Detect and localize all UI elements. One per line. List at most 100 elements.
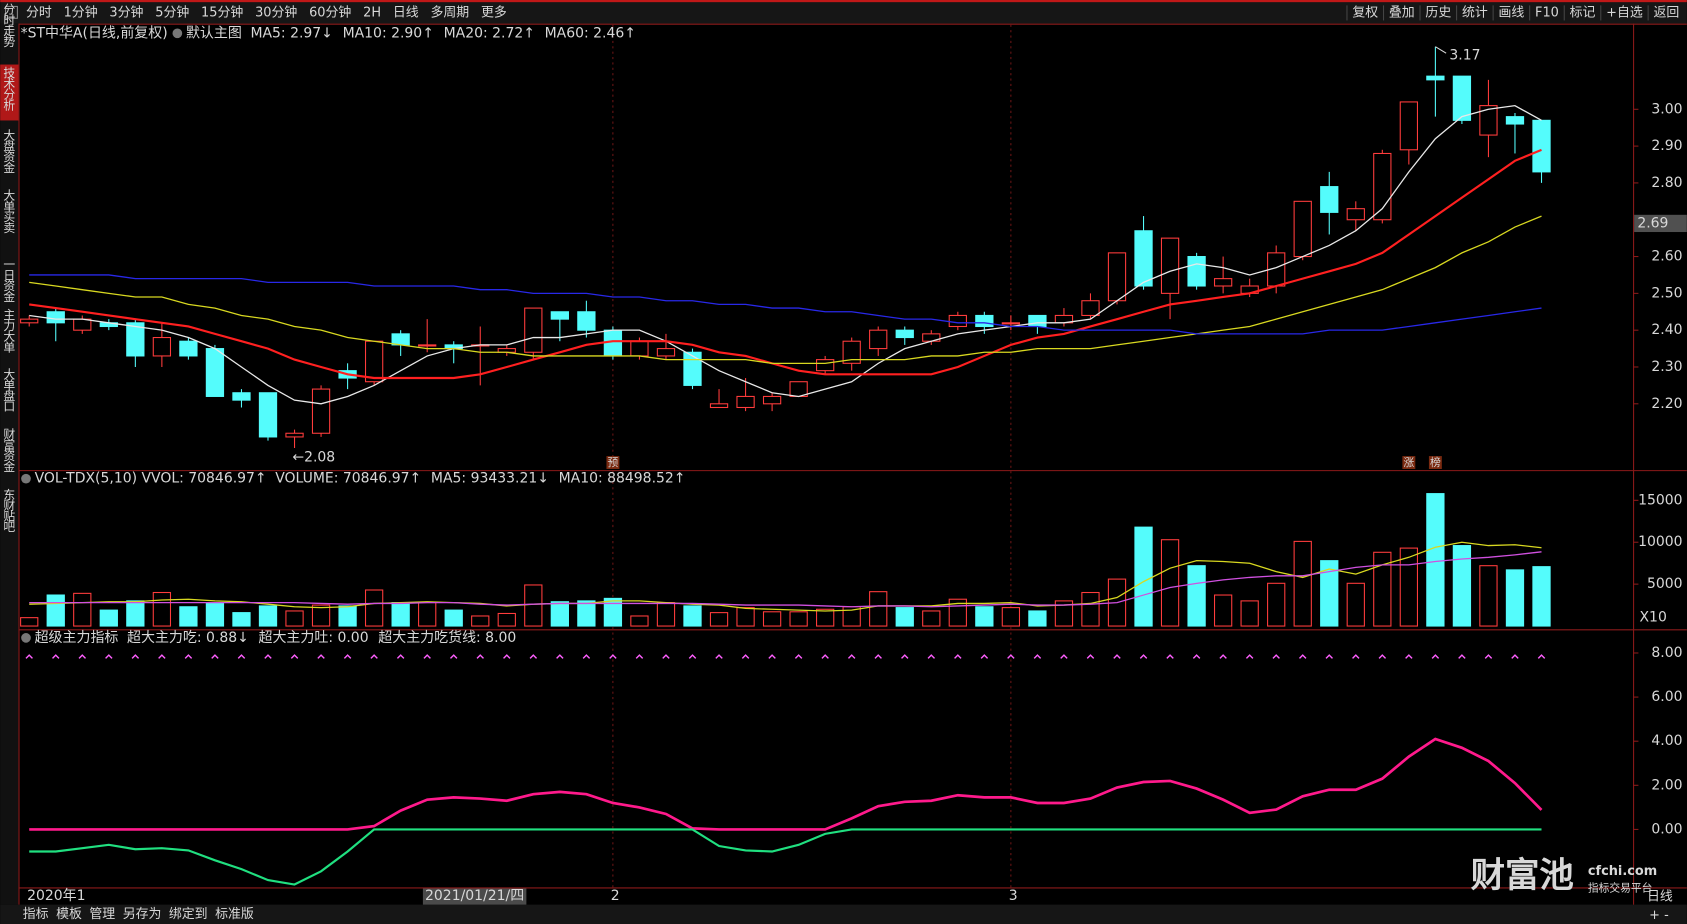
level-marker xyxy=(370,654,378,659)
side-tab[interactable]: 一日资金 xyxy=(2,258,16,302)
period-label: 日线 xyxy=(1647,890,1673,905)
bottom-toolbar-item[interactable]: 绑定到 xyxy=(169,907,208,922)
side-tab[interactable]: 分时走势 xyxy=(2,3,16,47)
tag: 预 xyxy=(608,456,619,469)
series-line xyxy=(29,215,1542,365)
toggle-icon[interactable] xyxy=(21,473,31,484)
side-tab[interactable]: 大单盘口 xyxy=(2,367,16,411)
last-price-label: 2.69 xyxy=(1637,215,1668,231)
toolbar-item[interactable]: 历史 xyxy=(1425,5,1451,20)
candle-body xyxy=(816,359,835,372)
candle-body xyxy=(656,348,676,357)
level-marker xyxy=(768,654,776,659)
candle-body xyxy=(418,344,437,347)
candle-body xyxy=(1373,152,1392,221)
toolbar-item[interactable]: 更多 xyxy=(481,5,507,20)
volume-bar xyxy=(1479,565,1498,627)
toolbar-item[interactable]: 标记 xyxy=(1570,5,1596,20)
bottom-toolbar xyxy=(0,904,1687,924)
volume-bar xyxy=(1320,560,1339,627)
y-tick-label: 2.90 xyxy=(1651,138,1682,154)
volume-bar xyxy=(391,602,410,627)
candle-body xyxy=(709,403,729,409)
candle-body xyxy=(1426,75,1445,81)
bottom-toolbar-item[interactable]: 管理 xyxy=(89,907,115,922)
candle-body xyxy=(285,432,304,438)
toolbar-item[interactable]: 30分钟 xyxy=(255,4,297,20)
volume-bar xyxy=(922,610,941,627)
candle-body xyxy=(20,318,39,324)
toolbar-item[interactable]: 15分钟 xyxy=(201,4,243,20)
side-tab[interactable]: 财富资金 xyxy=(2,428,16,472)
toolbar-item[interactable]: 叠加 xyxy=(1389,5,1415,20)
toolbar-item[interactable]: 3分钟 xyxy=(109,4,143,20)
x-tick-label: 3 xyxy=(1009,888,1018,904)
volume-bar xyxy=(1081,591,1100,627)
candle-body xyxy=(46,311,65,324)
legend-entry: 超大主力吃货线: 8.00 xyxy=(378,629,516,646)
toolbar-item[interactable]: 分时 xyxy=(26,5,52,20)
toolbar-item[interactable]: 多周期 xyxy=(430,5,469,20)
level-marker xyxy=(954,654,962,659)
toolbar-item[interactable]: 画线 xyxy=(1499,5,1525,20)
zoom-control[interactable]: + - xyxy=(1649,908,1669,923)
candle-body xyxy=(1320,186,1339,213)
side-tab[interactable]: 大盘资金 xyxy=(2,128,16,172)
side-tab[interactable]: 主力大单 xyxy=(2,308,16,353)
volume-bar xyxy=(524,584,543,627)
level-marker xyxy=(1192,654,1201,659)
x-tick-label: 2020年1 xyxy=(27,888,85,904)
candle-body xyxy=(152,336,172,357)
high-pointer xyxy=(1435,46,1447,54)
series-line xyxy=(29,828,1542,886)
side-tab[interactable]: 技术分析 xyxy=(2,67,16,112)
legend-entry: MA5: 93433.21↓ xyxy=(431,471,549,487)
toolbar-item[interactable]: 日线 xyxy=(393,5,419,20)
side-tab[interactable]: 东财贴吧 xyxy=(2,488,16,532)
level-marker xyxy=(1033,654,1042,659)
bottom-toolbar-item[interactable]: 指标 xyxy=(23,907,49,922)
watermark-slogan: 指标交易平台 xyxy=(1588,882,1653,895)
volume-bar xyxy=(20,617,39,627)
volume-bar xyxy=(736,607,755,627)
level-marker xyxy=(396,654,405,659)
level-marker xyxy=(1113,654,1121,659)
level-marker xyxy=(556,654,564,659)
level-marker xyxy=(609,654,617,659)
candle-body xyxy=(1213,278,1233,287)
level-marker xyxy=(741,654,750,659)
toggle-icon[interactable] xyxy=(21,633,31,643)
layer xyxy=(20,46,1551,448)
watermark-site: cfchi.com xyxy=(1588,864,1657,879)
toolbar-item[interactable]: 1分钟 xyxy=(64,4,98,20)
toolbar-item[interactable]: 2H xyxy=(363,5,381,20)
volume-bar xyxy=(577,600,596,627)
level-marker xyxy=(1139,654,1148,659)
candle-body xyxy=(524,307,543,353)
level-marker xyxy=(25,654,33,659)
volume-bar xyxy=(73,592,92,627)
side-tab[interactable]: 大单买卖 xyxy=(2,189,16,234)
bottom-toolbar-item[interactable]: 另存为 xyxy=(123,907,162,922)
y-tick-label: 4.00 xyxy=(1651,733,1682,749)
volume-bar xyxy=(1426,493,1445,627)
toolbar-item[interactable]: 5分钟 xyxy=(155,4,189,20)
legend-entry: MA10: 88498.52↑ xyxy=(559,471,686,487)
toolbar-item[interactable]: +自选 xyxy=(1606,5,1643,20)
toolbar-item[interactable]: 60分钟 xyxy=(309,4,351,20)
level-marker xyxy=(1352,654,1360,659)
menu-icon[interactable] xyxy=(5,5,18,19)
toolbar-item[interactable]: 统计 xyxy=(1462,5,1488,20)
bottom-toolbar-item[interactable]: 标准版 xyxy=(215,907,254,922)
bottom-toolbar-item[interactable]: 模板 xyxy=(56,907,82,922)
toolbar-item[interactable]: 复权 xyxy=(1352,4,1378,20)
side-tab-active xyxy=(0,64,19,121)
toolbar-item[interactable]: F10 xyxy=(1535,5,1559,20)
toolbar-item[interactable]: 返回 xyxy=(1654,5,1680,20)
candle-body xyxy=(1479,105,1498,136)
toggle-icon[interactable] xyxy=(172,28,183,39)
series-line xyxy=(29,148,1542,380)
x-tick-label: 2021/01/21/四 xyxy=(425,888,524,904)
level-marker xyxy=(1511,654,1519,659)
cursor-date-box xyxy=(422,888,527,905)
